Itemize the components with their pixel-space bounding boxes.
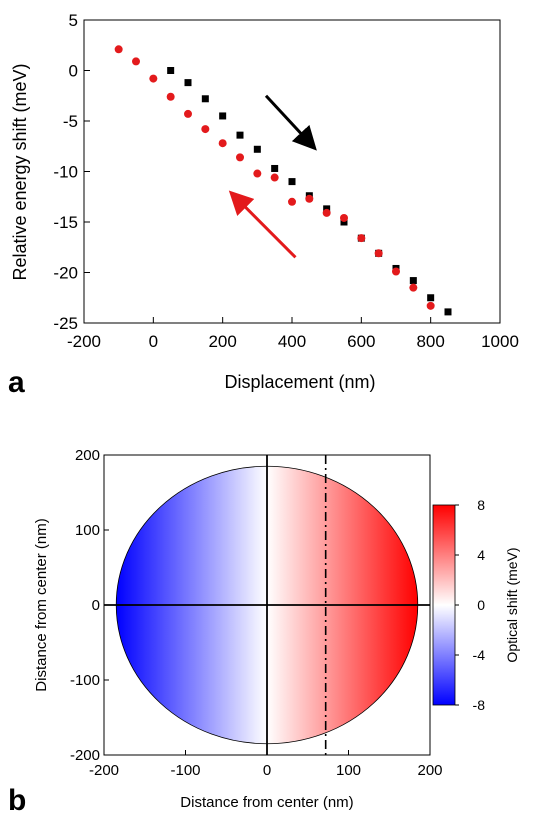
panel-b-x-tick-label: 100	[336, 762, 361, 779]
panel-b-colorbar-tick-label: 0	[477, 597, 485, 613]
panel-b-colorbar-label: Optical shift (meV)	[504, 547, 520, 662]
panel-b-colorbar-tick-label: -8	[473, 697, 486, 713]
panel-a-scatter-chart: 5 0 -5 -10 -15 -20 -25 -200 0 200 400 600 800 1000 R…	[8, 11, 519, 399]
panel-a-circle-point	[305, 194, 314, 203]
panel-a-y-tick-label: 5	[69, 11, 78, 30]
panel-a-xlabel: Displacement (nm)	[224, 372, 375, 392]
panel-b-x-ticks: -200 -100 0 100 200	[89, 750, 443, 779]
panel-a-square-point	[184, 79, 192, 87]
panel-a-square-point	[409, 277, 417, 285]
panel-a-ylabel: Relative energy shift (meV)	[10, 63, 30, 280]
panel-a-square-point	[340, 218, 348, 226]
panel-a-square-point	[253, 145, 261, 153]
panel-b-y-tick-label: 0	[92, 597, 100, 614]
panel-b-y-tick-label: -100	[70, 672, 100, 689]
panel-a-circle-point	[392, 267, 400, 276]
panel-a-square-point	[323, 205, 331, 213]
panel-a-x-tick-label: 400	[278, 332, 306, 351]
panel-a-circle-point	[166, 92, 175, 101]
panel-a-square-point	[427, 294, 435, 302]
panel-b-colorbar-ticks: 8 4 0 -4 -8	[455, 497, 485, 713]
panel-a-circle-point	[426, 301, 435, 310]
panel-a-circle-point	[132, 57, 140, 66]
panel-a-x-tick-label: 0	[149, 332, 158, 351]
panel-a-circle-point	[184, 109, 192, 118]
panel-a-circle-point	[288, 197, 296, 206]
panel-a-y-ticks: 5 0 -5 -10 -15 -20 -25	[53, 11, 90, 333]
panel-a-square-point	[167, 67, 175, 74]
panel-a-x-tick-label: 800	[416, 332, 444, 351]
panel-a-black-arrow	[264, 94, 317, 151]
panel-b-x-tick-label: 0	[263, 762, 271, 779]
panel-b-colorbar-tick-label: 8	[477, 497, 485, 513]
panel-b-y-tick-label: 100	[75, 522, 100, 539]
panel-a-square-point	[271, 164, 279, 172]
panel-a-circle-point	[253, 169, 262, 178]
panel-a-series	[114, 45, 452, 316]
panel-a-circle-point	[201, 125, 210, 134]
panel-a-square-point	[288, 178, 296, 186]
panel-a-circle-point	[357, 234, 366, 243]
panel-b-letter: b	[8, 784, 26, 814]
panel-b-colorbar-tick-label: 4	[477, 547, 485, 563]
panel-a-x-tick-label: 200	[208, 332, 236, 351]
panel-b-x-tick-label: -100	[170, 762, 200, 779]
panel-b-xlabel: Distance from center (nm)	[180, 794, 353, 811]
panel-a-x-tick-label: -200	[67, 332, 101, 351]
panel-b-x-tick-label: -200	[89, 762, 119, 779]
panel-b-colorbar	[432, 504, 456, 706]
panel-a-y-tick-label: -10	[53, 163, 78, 182]
panel-b-y-ticks: 200 100 0 -100 -200	[70, 447, 109, 764]
panel-a-annotations	[228, 94, 317, 259]
panel-a-x-tick-label: 600	[347, 332, 375, 351]
panel-a-circle-point	[114, 45, 123, 54]
panel-b-x-tick-label: 200	[417, 762, 442, 779]
panel-a-circle-point	[270, 173, 279, 182]
panel-a-y-tick-label: -5	[63, 112, 78, 131]
panel-a-x-tick-label: 1000	[481, 332, 519, 351]
panel-b-ylabel: Distance from center (nm)	[33, 518, 50, 691]
panel-a-circle-point	[236, 153, 244, 162]
panel-a-x-ticks: -200 0 200 400 600 800 1000	[67, 317, 519, 351]
panel-a-y-tick-label: -20	[53, 264, 78, 283]
panel-a-letter: a	[8, 366, 25, 399]
panel-b-y-tick-label: -200	[70, 747, 100, 764]
panel-a-circle-point	[409, 283, 418, 292]
panel-a-circle-point	[149, 74, 158, 83]
panel-a-y-tick-label: 0	[69, 62, 78, 81]
panel-a-square-point	[236, 131, 244, 139]
panel-a-circle-point	[322, 208, 331, 217]
panel-a-square-point	[444, 308, 452, 316]
panel-a-circle-point	[340, 213, 348, 222]
panel-a-circle-point	[374, 249, 383, 258]
panel-b-y-tick-label: 200	[75, 447, 100, 464]
panel-a-square-point	[201, 95, 209, 103]
panel-a-red-arrow	[228, 190, 297, 259]
panel-a-y-tick-label: -25	[53, 314, 78, 333]
panel-a-circle-point	[218, 139, 227, 148]
panel-a-square-point	[219, 112, 227, 120]
panel-a-plot-frame	[83, 19, 501, 324]
panel-a-y-tick-label: -15	[53, 213, 78, 232]
panel-b-colorbar-tick-label: -4	[473, 647, 486, 663]
